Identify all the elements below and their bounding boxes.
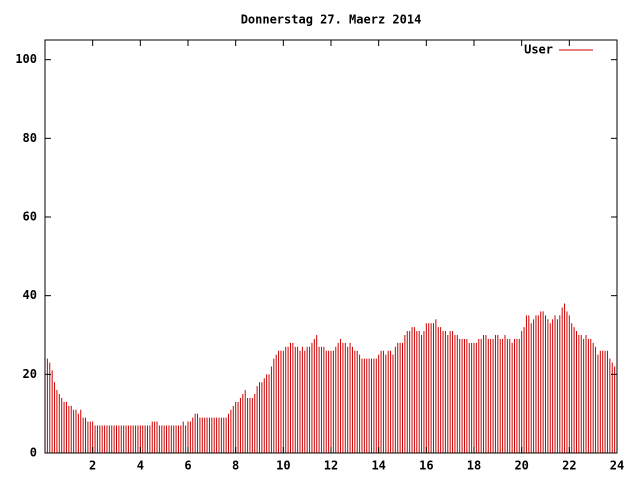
- x-tick-label: 10: [276, 459, 290, 473]
- y-tick-label: 100: [15, 52, 37, 66]
- x-tick-label: 24: [610, 459, 624, 473]
- legend-label: User: [524, 43, 553, 57]
- x-tick-label: 20: [514, 459, 528, 473]
- y-tick-label: 40: [23, 288, 37, 302]
- x-tick-label: 22: [562, 459, 576, 473]
- x-tick-label: 12: [324, 459, 338, 473]
- y-tick-label: 20: [23, 367, 37, 381]
- x-tick-label: 18: [467, 459, 481, 473]
- y-tick-label: 60: [23, 210, 37, 224]
- y-tick-label: 80: [23, 131, 37, 145]
- x-tick-label: 6: [184, 459, 191, 473]
- x-tick-label: 14: [371, 459, 385, 473]
- x-tick-label: 8: [232, 459, 239, 473]
- x-tick-label: 2: [89, 459, 96, 473]
- x-tick-label: 4: [137, 459, 144, 473]
- chart-title: Donnerstag 27. Maerz 2014: [241, 13, 422, 27]
- y-tick-label: 0: [30, 446, 37, 460]
- x-tick-label: 16: [419, 459, 433, 473]
